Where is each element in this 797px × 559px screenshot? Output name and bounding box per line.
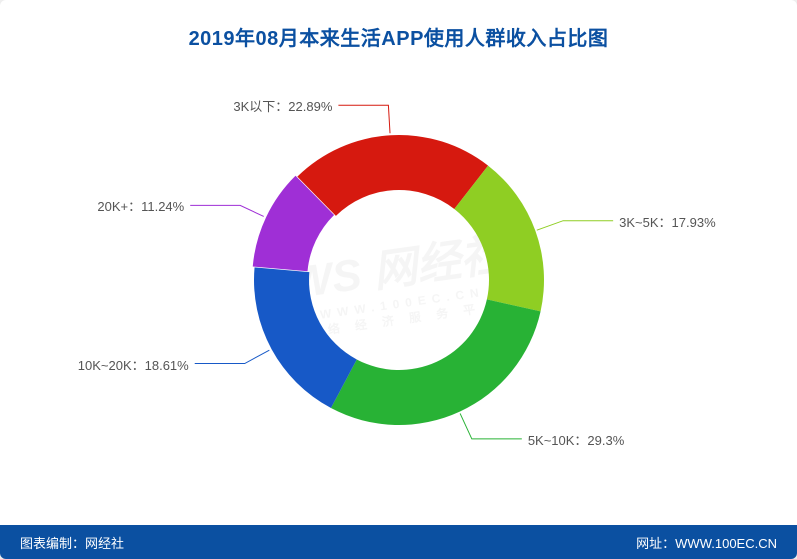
slice-label: 5K~10K：29.3% bbox=[528, 430, 625, 449]
slice-label: 20K+：11.24% bbox=[97, 196, 184, 215]
slice-5K~10K bbox=[330, 299, 540, 425]
footer-bar: 图表编制：网经社 网址：WWW.100EC.CN bbox=[0, 525, 797, 559]
chart-area: WS 网经社 WWW.100EC.CN 网 络 经 济 服 务 平 台 20K+… bbox=[0, 60, 797, 500]
chart-card: 2019年08月本来生活APP使用人群收入占比图 WS 网经社 WWW.100E… bbox=[0, 0, 797, 559]
footer-right: 网址：WWW.100EC.CN bbox=[636, 533, 777, 552]
chart-title: 2019年08月本来生活APP使用人群收入占比图 bbox=[0, 0, 797, 51]
slice-10K~20K bbox=[254, 267, 357, 408]
donut-chart bbox=[0, 60, 797, 500]
slice-label: 10K~20K：18.61% bbox=[78, 355, 189, 374]
footer-left: 图表编制：网经社 bbox=[20, 533, 124, 552]
slice-label: 3K以下：22.89% bbox=[233, 96, 332, 115]
slice-label: 3K~5K：17.93% bbox=[619, 212, 716, 231]
